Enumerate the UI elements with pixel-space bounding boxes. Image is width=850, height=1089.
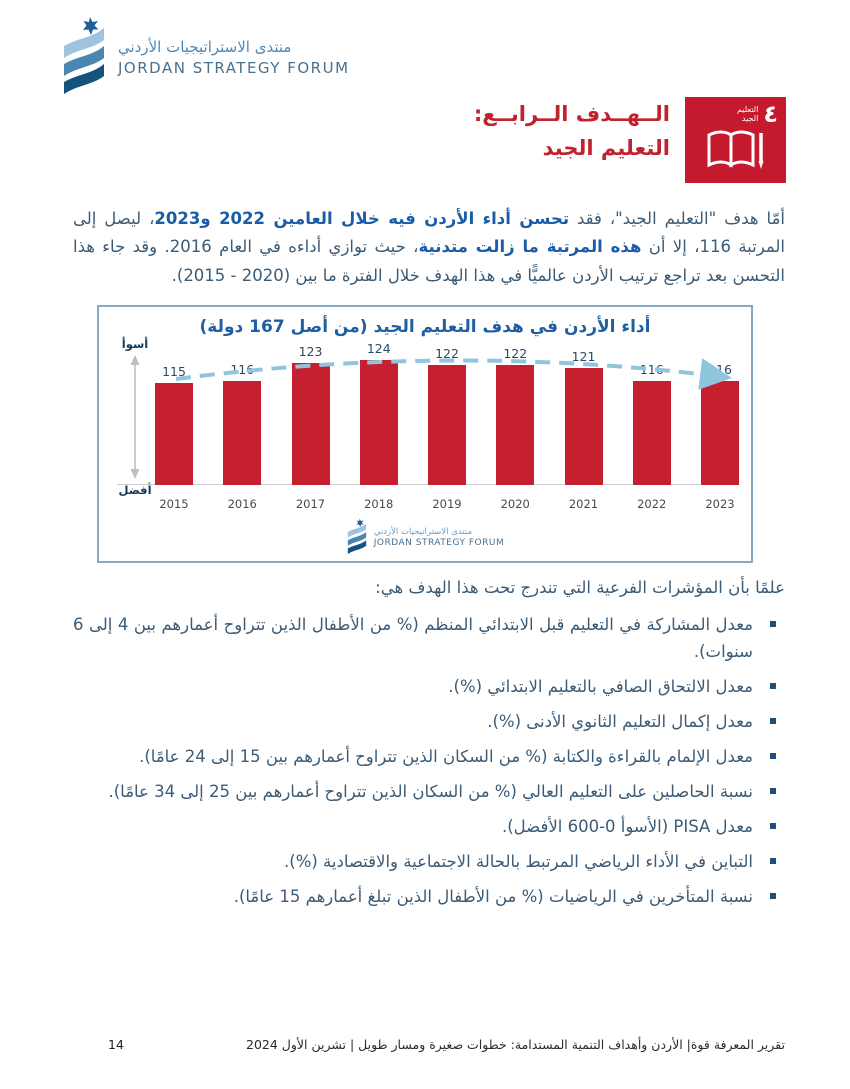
bar-year-label: 2023 (705, 497, 735, 511)
bar-year-label: 2019 (432, 497, 462, 511)
bar-year-label: 2018 (364, 497, 394, 511)
bullet-square-icon (770, 683, 776, 689)
indicator-text: معدل إكمال التعليم الثانوي الأدنى (%). (487, 712, 753, 731)
indicator-item: التباين في الأداء الرياضي المرتبط بالحال… (73, 848, 785, 875)
bar-cell-2017: 123 2017 (291, 344, 331, 511)
indicator-text: التباين في الأداء الرياضي المرتبط بالحال… (284, 852, 753, 871)
bar-year-label: 2022 (637, 497, 667, 511)
logo-arabic-text: منتدى الاستراتيجيات الأردني (118, 37, 292, 56)
ranking-bar-chart: أداء الأردن في هدف التعليم الجيد (من أصل… (97, 305, 753, 563)
bar-value-label: 122 (503, 346, 528, 361)
bar-value-label: 115 (162, 364, 186, 379)
chart-source-logo: منتدى الاستراتيجيات الأردني JORDAN STRAT… (99, 518, 751, 556)
bar-cell-2021: 121 2021 (564, 349, 604, 511)
indicators-list: معدل المشاركة في التعليم قبل الابتدائي ا… (73, 611, 785, 910)
bar-value-label: 121 (571, 349, 596, 364)
double-arrow-icon (130, 355, 140, 479)
jsf-ribbon-icon (64, 17, 104, 94)
sub-indicators-section: علمًا بأن المؤشرات الفرعية التي تندرج تح… (73, 578, 785, 918)
bar (155, 383, 193, 485)
bar-year-label: 2016 (227, 497, 257, 511)
bullet-square-icon (770, 753, 776, 759)
jordan-strategy-forum-logo: منتدى الاستراتيجيات الأردني JORDAN STRAT… (60, 16, 350, 98)
chart-title: أداء الأردن في هدف التعليم الجيد (من أصل… (199, 317, 651, 337)
bar (223, 381, 262, 485)
bullet-square-icon (770, 893, 776, 899)
bar-value-label: 116 (639, 362, 664, 377)
indicator-text: معدل المشاركة في التعليم قبل الابتدائي ا… (73, 615, 753, 661)
bar (632, 381, 671, 485)
goal-heading-line2: التعليم الجيد (542, 136, 670, 160)
bar-value-label: 124 (366, 341, 391, 356)
trend-dashed-line (175, 358, 732, 390)
paragraph-segment: ، حيث توازي أداءه في العام 2016. وقد جاء… (73, 237, 785, 285)
chart-y-axis: أسوأ أفضل (111, 337, 159, 497)
indicator-item: معدل الإلمام بالقراءة والكتابة (% من الس… (73, 743, 785, 770)
bar-value-label: 123 (298, 344, 323, 359)
bar (701, 381, 739, 485)
logo-english-text: JORDAN STRATEGY FORUM (118, 58, 350, 77)
bar-year-label: 2015 (159, 497, 189, 511)
indicator-text: نسبة الحاصلين على التعليم العالي (% من ا… (108, 782, 753, 801)
intro-paragraph: أمّا هدف "التعليم الجيد"، فقد تحسن أداء … (73, 205, 785, 291)
paragraph-bold-segment: تحسن أداء الأردن فيه خلال العامين 2022 و… (154, 208, 570, 228)
bullet-square-icon (770, 718, 776, 724)
footer-report-title: تقرير المعرفة قوة| الأردن وأهداف التنمية… (246, 1036, 785, 1052)
bar-cell-2022: 116 2022 (632, 362, 672, 511)
bullet-square-icon (770, 858, 776, 864)
bar-cell-2015: 115 2015 (154, 364, 194, 511)
bar-year-label: 2020 (500, 497, 530, 511)
bar-value-label: 122 (435, 346, 459, 361)
bar (291, 363, 330, 485)
bar-year-label: 2021 (568, 497, 599, 511)
bar-cell-2018: 124 2018 (359, 341, 399, 511)
bullet-square-icon (770, 788, 776, 794)
bar-year-label: 2017 (295, 497, 326, 511)
jsf-ribbon-icon-small (347, 518, 366, 554)
axis-worse-label: أسوأ (121, 337, 149, 351)
indicator-text: معدل PISA (الأسوأ 0-600 الأفضل). (501, 817, 753, 836)
sdg4-badge: ٤ التعليم الجيد (685, 97, 786, 183)
indicator-text: نسبة المتأخرين في الرياضيات (% من الأطفا… (233, 887, 753, 906)
open-book-pencil-icon (707, 130, 763, 169)
bullet-square-icon (770, 823, 776, 829)
indicator-item: معدل الالتحاق الصافي بالتعليم الابتدائي … (73, 673, 785, 700)
indicator-item: معدل إكمال التعليم الثانوي الأدنى (%). (73, 708, 785, 735)
sdg4-label-line2: الجيد (741, 114, 759, 123)
page-number: 14 (108, 1036, 124, 1052)
bar-cell-2019: 122 2019 (427, 346, 467, 511)
paragraph-segment: أمّا هدف "التعليم الجيد"، فقد (569, 208, 785, 228)
bar (428, 365, 466, 485)
bar-cell-2020: 122 2020 (495, 346, 535, 511)
indicator-text: معدل الالتحاق الصافي بالتعليم الابتدائي … (448, 677, 753, 696)
bullet-square-icon (770, 621, 776, 627)
indicator-text: معدل الإلمام بالقراءة والكتابة (% من الس… (139, 747, 753, 766)
bar (564, 368, 603, 485)
paragraph-bold-segment: هذه المرتبة ما زالت متدنية (418, 237, 642, 256)
goal-heading-line1: الــهــدف الــرابــع: (473, 102, 670, 126)
indicators-intro: علمًا بأن المؤشرات الفرعية التي تندرج تح… (375, 578, 785, 597)
sdg4-label-line1: التعليم (737, 105, 759, 114)
sdg4-number: ٤ (763, 100, 778, 128)
chart-baseline (117, 484, 735, 485)
bar (496, 365, 535, 485)
axis-better-label: أفضل (118, 483, 152, 497)
chart-logo-english: JORDAN STRATEGY FORUM (373, 537, 505, 548)
bar (359, 360, 398, 485)
indicator-item: معدل PISA (الأسوأ 0-600 الأفضل). (73, 813, 785, 840)
indicator-item: معدل المشاركة في التعليم قبل الابتدائي ا… (73, 611, 785, 665)
goal-heading: الــهــدف الــرابــع: التعليم الجيد (474, 102, 670, 160)
chart-logo-arabic: منتدى الاستراتيجيات الأردني (373, 526, 473, 537)
indicator-item: نسبة المتأخرين في الرياضيات (% من الأطفا… (73, 883, 785, 910)
paragraph-segment: ، ليصل إلى المرتبة 116، إلا أن (73, 208, 785, 257)
indicator-item: نسبة الحاصلين على التعليم العالي (% من ا… (73, 778, 785, 805)
